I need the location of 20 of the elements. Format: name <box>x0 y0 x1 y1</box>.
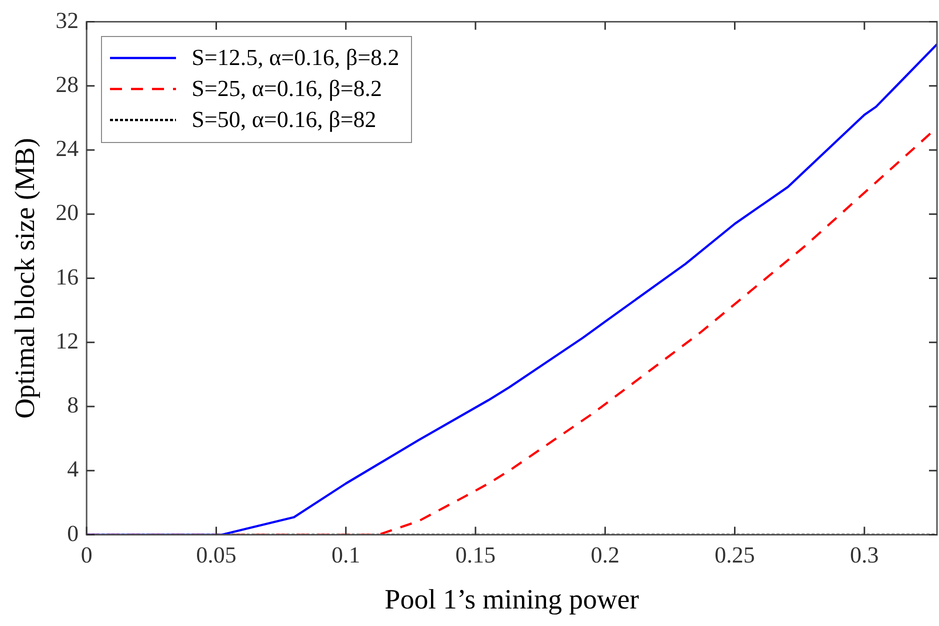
y-tick-label: 28 <box>56 72 79 97</box>
y-axis-title: Optimal block size (MB) <box>10 138 42 419</box>
x-tick-label: 0.15 <box>455 542 496 568</box>
x-tick-label: 0.1 <box>331 542 360 568</box>
y-tick-label: 0 <box>67 520 79 546</box>
x-tick-label: 0.2 <box>590 542 620 568</box>
legend-label: S=12.5, α=0.16, β=8.2 <box>192 45 400 72</box>
y-tick-label: 16 <box>56 264 79 290</box>
y-tick-label: 8 <box>67 392 79 418</box>
x-tick-label: 0.05 <box>196 542 236 568</box>
y-tick-label: 20 <box>56 200 79 226</box>
legend-label: S=25, α=0.16, β=8.2 <box>192 76 382 102</box>
x-tick-label: 0.3 <box>850 542 879 568</box>
x-tick-label: 0.25 <box>714 542 755 568</box>
x-axis-title: Pool 1’s mining power <box>384 584 640 616</box>
y-tick-label: 24 <box>56 136 80 162</box>
y-tick-label: 4 <box>67 456 80 482</box>
legend-label: S=50, α=0.16, β=82 <box>192 107 376 134</box>
y-tick-label: 32 <box>56 8 79 33</box>
y-tick-label: 12 <box>56 328 79 354</box>
